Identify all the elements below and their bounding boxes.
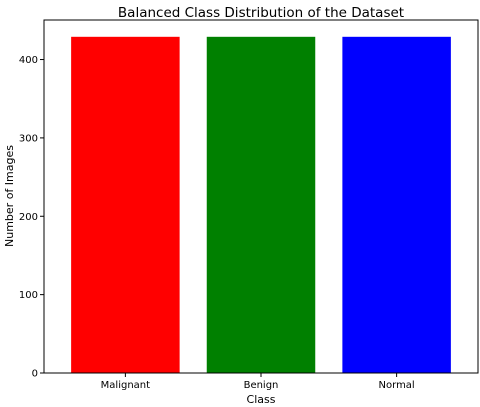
y-axis: 0 100 200 300 400 xyxy=(19,55,44,380)
bar-normal xyxy=(342,36,451,374)
chart-title: Balanced Class Distribution of the Datas… xyxy=(118,5,404,21)
y-tick-label: 300 xyxy=(19,133,38,144)
x-axis: Malignant Benign Normal xyxy=(101,373,415,391)
y-tick-label: 100 xyxy=(19,290,38,301)
x-tick-label: Benign xyxy=(244,380,279,391)
y-tick-label: 400 xyxy=(19,55,38,66)
y-axis-label: Number of Images xyxy=(3,145,16,247)
x-tick-label: Normal xyxy=(379,380,415,391)
y-tick-label: 0 xyxy=(32,369,38,380)
x-tick-label: Malignant xyxy=(101,380,150,391)
x-axis-label: Class xyxy=(247,393,276,406)
bars-group xyxy=(71,36,451,374)
bar-benign xyxy=(206,36,316,374)
bar-malignant xyxy=(71,36,180,374)
y-tick-label: 200 xyxy=(19,212,38,223)
